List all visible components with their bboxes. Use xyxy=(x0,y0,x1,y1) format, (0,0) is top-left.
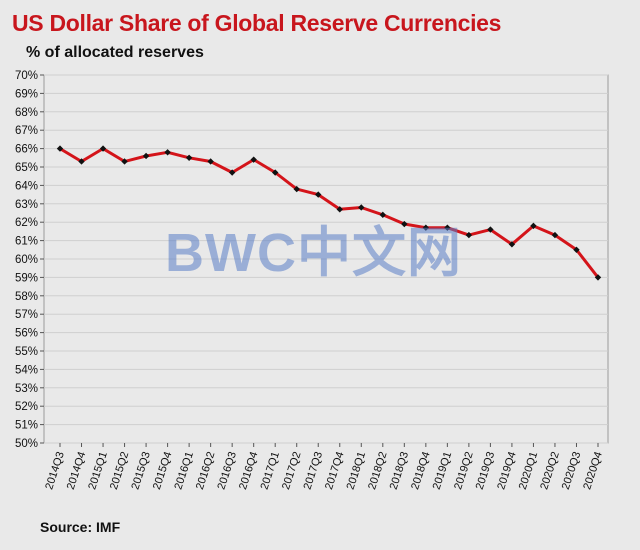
y-tick-label: 52% xyxy=(15,401,38,413)
x-tick-label: 2019Q2 xyxy=(452,450,476,491)
y-tick-label: 56% xyxy=(15,328,38,340)
data-point xyxy=(78,158,85,165)
x-tick-label: 2016Q3 xyxy=(216,450,240,491)
data-point xyxy=(465,231,473,239)
data-point xyxy=(250,156,257,163)
chart-subtitle: % of allocated reserves xyxy=(26,44,204,61)
y-tick-label: 53% xyxy=(15,383,38,395)
gridlines xyxy=(43,74,609,444)
x-tick-label: 2020Q2 xyxy=(538,450,562,491)
y-tick-label: 59% xyxy=(15,272,38,284)
data-point xyxy=(207,158,214,165)
data-point xyxy=(228,169,236,176)
series-line xyxy=(59,147,600,279)
y-tick-label: 54% xyxy=(15,364,38,376)
y-tick-label: 50% xyxy=(15,438,38,450)
x-tick-label: 2014Q4 xyxy=(65,450,89,491)
data-point xyxy=(422,224,430,231)
data-point xyxy=(121,158,128,165)
data-point xyxy=(358,204,365,211)
y-tick-label: 70% xyxy=(15,70,38,82)
x-tick-label: 2019Q4 xyxy=(495,450,519,491)
data-point xyxy=(444,224,451,231)
y-tick-label: 57% xyxy=(15,309,38,321)
data-point xyxy=(315,191,322,198)
data-point xyxy=(185,154,193,161)
y-tick-label: 68% xyxy=(15,107,38,119)
y-tick-label: 51% xyxy=(15,420,38,432)
data-point xyxy=(56,145,64,152)
y-tick-label: 63% xyxy=(15,199,38,211)
data-point xyxy=(530,222,537,230)
y-tick-label: 69% xyxy=(15,88,38,100)
source-note: Source: IMF xyxy=(40,519,121,535)
data-point xyxy=(142,152,150,160)
data-point xyxy=(99,145,107,152)
y-tick-label: 61% xyxy=(15,236,38,248)
data-point xyxy=(401,220,408,228)
x-tick-label: 2020Q4 xyxy=(581,450,605,491)
x-tick-label: 2018Q2 xyxy=(366,450,390,491)
x-tick-label: 2017Q4 xyxy=(323,450,347,491)
chart-title: US Dollar Share of Global Reserve Curren… xyxy=(12,10,502,36)
data-point xyxy=(293,185,300,193)
data-point xyxy=(164,149,171,156)
x-tick-label: 2017Q3 xyxy=(302,450,326,491)
x-tick-label: 2015Q1 xyxy=(86,450,110,491)
x-tick-label: 2017Q2 xyxy=(280,450,304,491)
data-point xyxy=(272,169,279,176)
y-axis: 70% 69% 68% 67% 66% 65% 64% 63% 62% 61% 60% 59% 58% 5… xyxy=(15,70,44,450)
data-point xyxy=(379,211,386,219)
x-tick-label: 2020Q1 xyxy=(517,450,541,491)
data-point xyxy=(594,274,602,281)
y-tick-label: 67% xyxy=(15,125,38,137)
y-tick-label: 64% xyxy=(15,180,38,192)
data-point xyxy=(508,241,516,248)
y-tick-label: 65% xyxy=(15,162,38,174)
x-tick-label: 2014Q3 xyxy=(43,450,67,491)
x-tick-label: 2020Q3 xyxy=(560,450,584,491)
x-tick-label: 2018Q1 xyxy=(345,450,369,491)
y-tick-label: 58% xyxy=(15,291,38,303)
x-tick-label: 2017Q1 xyxy=(259,450,283,491)
x-tick-label: 2015Q4 xyxy=(151,450,175,491)
data-point xyxy=(551,231,559,239)
x-tick-label: 2016Q2 xyxy=(194,450,218,491)
data-point xyxy=(487,226,494,233)
y-tick-label: 62% xyxy=(15,217,38,229)
x-tick-label: 2019Q3 xyxy=(474,450,498,491)
watermark: BWC中文网 xyxy=(165,223,462,283)
x-tick-label: 2016Q4 xyxy=(237,450,261,491)
x-tick-label: 2016Q1 xyxy=(172,450,196,491)
series-us-dollar-share xyxy=(56,145,602,281)
data-point xyxy=(573,246,580,253)
data-point xyxy=(336,206,343,213)
x-tick-label: 2018Q3 xyxy=(388,450,412,491)
x-tick-label: 2015Q3 xyxy=(129,450,153,491)
x-tick-label: 2019Q1 xyxy=(431,450,455,491)
y-tick-label: 66% xyxy=(15,144,38,156)
y-tick-label: 60% xyxy=(15,254,38,266)
x-axis: 2014Q32014Q42015Q12015Q22015Q32015Q42016… xyxy=(43,443,605,491)
y-tick-label: 55% xyxy=(15,346,38,358)
x-tick-label: 2018Q4 xyxy=(409,450,433,491)
x-tick-label: 2015Q2 xyxy=(108,450,132,491)
